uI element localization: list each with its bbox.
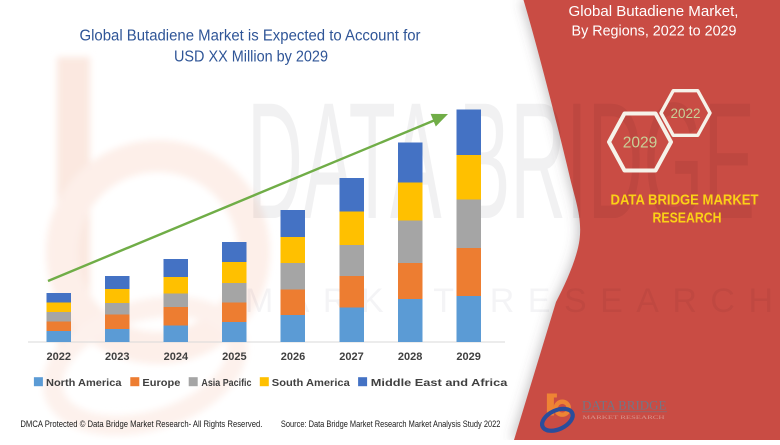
svg-text:MARKET RESEARCH: MARKET RESEARCH: [583, 415, 665, 421]
svg-text:2026: 2026: [281, 351, 305, 363]
svg-text:2023: 2023: [105, 351, 129, 363]
svg-text:RESEARCH: RESEARCH: [653, 210, 722, 227]
svg-text:2022: 2022: [47, 351, 71, 363]
svg-text:Middle East and Africa: Middle East and Africa: [371, 377, 508, 389]
svg-text:USD XX Million by 2029: USD XX Million by 2029: [174, 49, 328, 66]
svg-text:Source: Data Bridge Market Res: Source: Data Bridge Market Research Mark…: [281, 419, 501, 429]
svg-text:2028: 2028: [398, 351, 422, 363]
svg-text:Europe: Europe: [142, 377, 180, 389]
svg-text:North America: North America: [46, 377, 122, 389]
svg-text:Global Butadiene Market is Exp: Global Butadiene Market is Expected to A…: [80, 28, 421, 45]
svg-text:DATA BRIDGE: DATA BRIDGE: [582, 398, 667, 413]
svg-text:2024: 2024: [164, 351, 189, 363]
svg-text:DATA BRIDGE MARKET: DATA BRIDGE MARKET: [611, 192, 759, 209]
svg-text:2025: 2025: [222, 351, 246, 363]
svg-text:2027: 2027: [339, 351, 363, 363]
svg-text:South America: South America: [272, 377, 350, 389]
svg-text:DMCA Protected © Data Bridge M: DMCA Protected © Data Bridge Market Rese…: [20, 419, 262, 429]
svg-text:Global Butadiene Market,: Global Butadiene Market,: [569, 4, 739, 20]
svg-text:2022: 2022: [670, 106, 700, 121]
svg-text:By Regions, 2022 to 2029: By Regions, 2022 to 2029: [572, 24, 737, 40]
svg-text:Asia Pacific: Asia Pacific: [201, 377, 251, 389]
svg-text:2029: 2029: [623, 135, 657, 152]
svg-text:2029: 2029: [456, 351, 480, 363]
